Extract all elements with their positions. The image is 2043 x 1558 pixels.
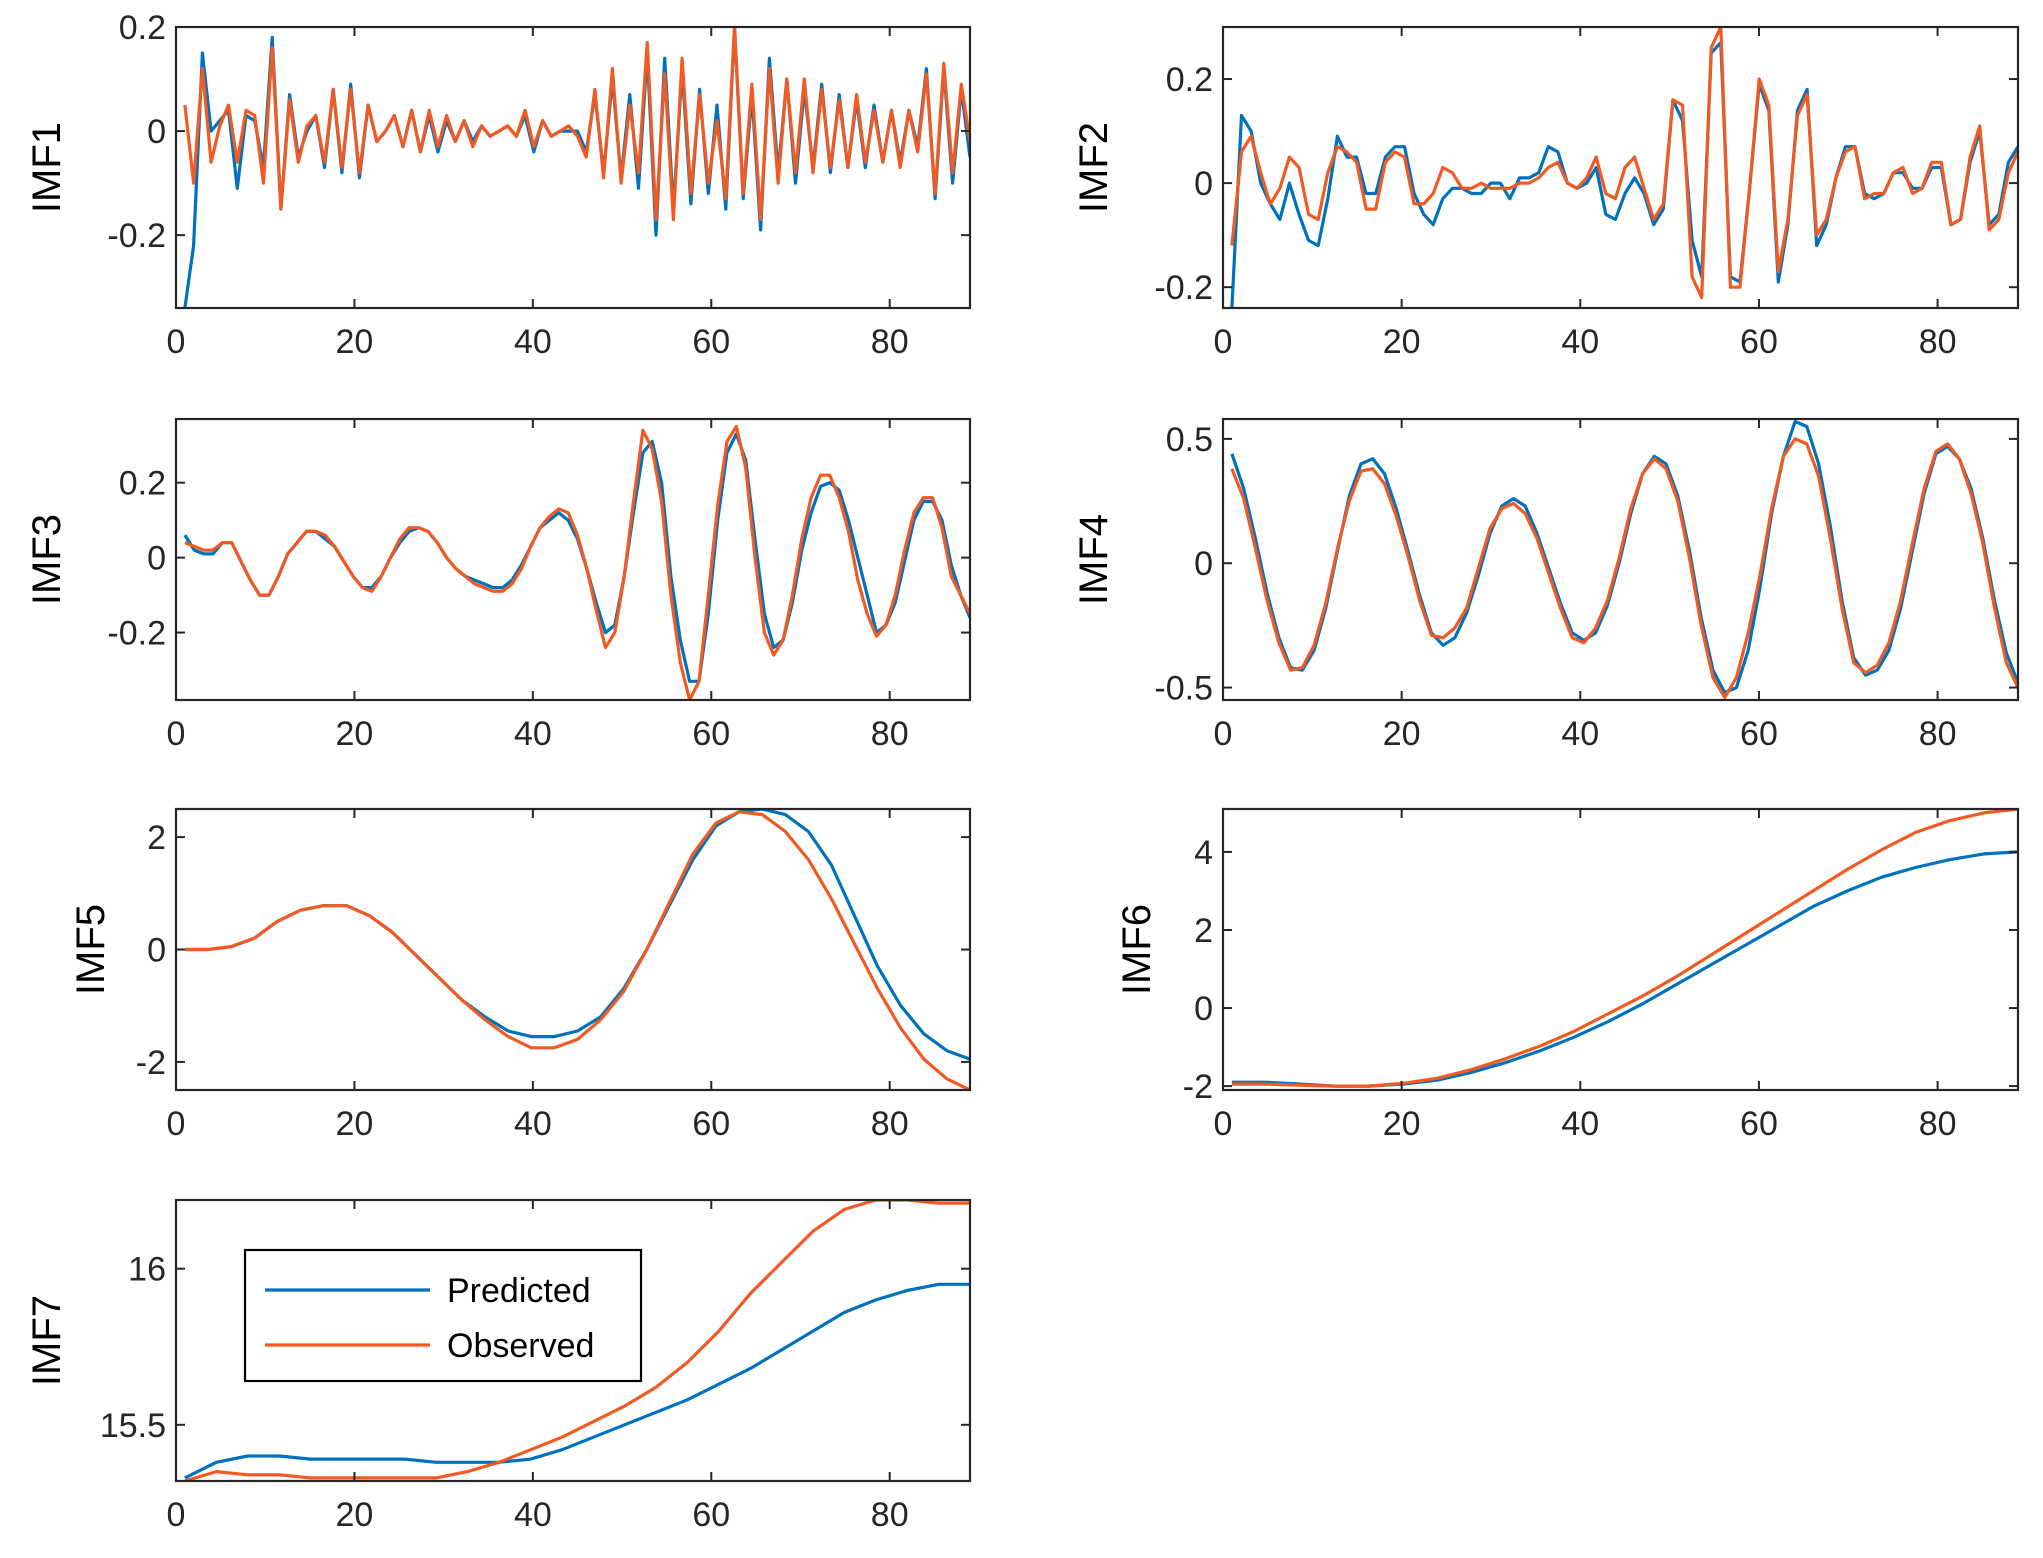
y-tick-label: 0 [1194, 990, 1213, 1028]
x-tick-label: 40 [1561, 323, 1599, 361]
x-tick-label: 60 [692, 1496, 730, 1534]
y-axis-label: IMF2 [1072, 122, 1116, 213]
y-tick-label: 15.5 [100, 1407, 166, 1445]
x-tick-label: 80 [871, 1105, 909, 1143]
x-tick-label: 0 [167, 715, 186, 753]
y-tick-label: 0 [147, 113, 166, 151]
x-tick-label: 80 [871, 323, 909, 361]
x-tick-label: 40 [514, 1105, 552, 1143]
x-tick-label: 80 [871, 1496, 909, 1534]
x-tick-label: 0 [167, 323, 186, 361]
y-tick-label: -0.2 [107, 615, 166, 653]
y-tick-label: 4 [1194, 834, 1213, 872]
y-axis-label: IMF1 [25, 122, 69, 213]
axes-imf1: 0 20 40 60 80 -0.2 0 0.2 IMF1 [25, 9, 972, 361]
x-tick-label: 80 [871, 715, 909, 753]
series-line-observed [184, 424, 970, 700]
x-tick-label: 40 [1561, 715, 1599, 753]
x-tick-label: 60 [1740, 1105, 1778, 1143]
x-tick-label: 80 [1919, 323, 1957, 361]
x-tick-label: 40 [514, 323, 552, 361]
x-tick-label: 20 [336, 1105, 374, 1143]
series-line-observed [1231, 809, 2018, 1088]
x-tick-label: 20 [1383, 323, 1421, 361]
x-tick-label: 60 [692, 1105, 730, 1143]
y-tick-label: -2 [136, 1044, 166, 1082]
x-tick-label: 60 [692, 715, 730, 753]
y-tick-label: 16 [128, 1251, 166, 1289]
y-axis-label: IMF7 [25, 1295, 69, 1386]
legend: Predicted Observed [243, 1248, 643, 1383]
y-tick-label: 0.2 [119, 9, 166, 47]
y-tick-label: -2 [1183, 1068, 1213, 1106]
y-tick-label: 2 [1194, 912, 1213, 950]
y-tick-label: 0.2 [119, 465, 166, 503]
y-tick-label: 2 [147, 819, 166, 857]
series-line-observed [1230, 437, 2018, 700]
y-tick-label: 0 [1194, 165, 1213, 203]
axes-frame [1221, 807, 2020, 1092]
series-line-observed [183, 27, 970, 222]
y-tick-label: 0 [1194, 545, 1213, 583]
x-tick-label: 20 [1383, 1105, 1421, 1143]
plot-area [176, 27, 970, 308]
series-line-predicted [184, 1282, 970, 1480]
axes-imf3: 0 20 40 60 80 -0.2 0 0.2 IMF3 [25, 417, 972, 753]
y-axis-label: IMF4 [1072, 514, 1116, 605]
y-tick-label: 0.2 [1166, 61, 1213, 99]
x-tick-label: 40 [514, 1496, 552, 1534]
y-tick-label: 0.5 [1166, 421, 1213, 459]
x-tick-label: 0 [167, 1105, 186, 1143]
y-axis-label: IMF5 [69, 904, 113, 995]
x-tick-label: 40 [1561, 1105, 1599, 1143]
x-tick-label: 20 [336, 1496, 374, 1534]
axes-frame [174, 1198, 972, 1483]
x-tick-label: 40 [514, 715, 552, 753]
series-line-observed [1230, 27, 2018, 300]
x-tick-label: 0 [1214, 715, 1233, 753]
series-line-observed [184, 810, 970, 1090]
x-tick-label: 20 [336, 715, 374, 753]
axes-frame [174, 25, 972, 310]
x-tick-label: 60 [692, 323, 730, 361]
y-tick-label: -0.5 [1154, 670, 1213, 708]
x-tick-label: 0 [167, 1496, 186, 1534]
y-tick-label: -0.2 [107, 217, 166, 255]
x-tick-label: 0 [1214, 1105, 1233, 1143]
y-tick-label: -0.2 [1154, 269, 1213, 307]
y-axis-label: IMF6 [1115, 904, 1159, 995]
plot-area [176, 809, 970, 1090]
legend-box [243, 1248, 643, 1383]
x-tick-label: 60 [1740, 323, 1778, 361]
x-tick-label: 20 [1383, 715, 1421, 753]
axes-frame [1221, 417, 2020, 702]
series-line-observed [184, 1200, 970, 1481]
x-tick-label: 0 [1214, 323, 1233, 361]
x-tick-label: 60 [1740, 715, 1778, 753]
plot-area [1223, 809, 2018, 1090]
axes-frame [174, 417, 972, 702]
legend-label-observed: Observed [447, 1327, 594, 1365]
y-axis-label: IMF3 [25, 514, 69, 605]
x-tick-label: 80 [1919, 1105, 1957, 1143]
y-tick-label: 0 [147, 540, 166, 578]
y-tick-label: 0 [147, 932, 166, 970]
plot-area [176, 419, 970, 700]
plot-area [1223, 27, 2018, 308]
legend-label-predicted: Predicted [447, 1272, 591, 1310]
x-tick-label: 20 [336, 323, 374, 361]
axes-frame [1221, 25, 2020, 310]
x-tick-label: 80 [1919, 715, 1957, 753]
